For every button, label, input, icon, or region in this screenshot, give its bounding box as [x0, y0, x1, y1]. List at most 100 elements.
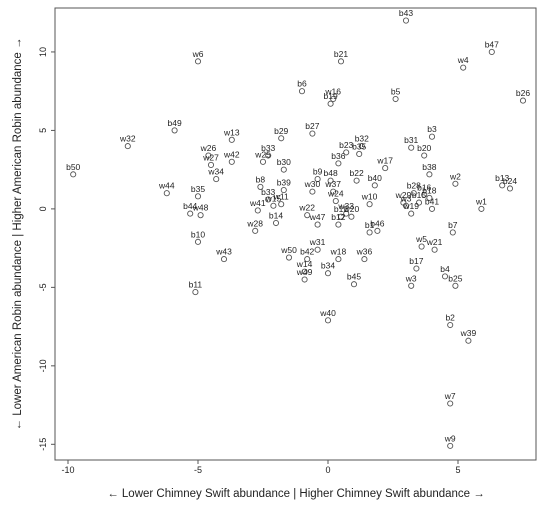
data-point [314, 246, 321, 253]
data-point [265, 196, 272, 203]
data-point [280, 166, 287, 173]
data-point [335, 221, 342, 228]
data-point-label: b28 [407, 181, 421, 191]
data-point-label: b25 [448, 273, 462, 283]
data-point [254, 207, 261, 214]
data-point-label: w27 [202, 152, 219, 162]
data-point [324, 270, 332, 277]
data-point-label: b10 [191, 229, 205, 239]
data-point-label: w15 [265, 193, 282, 203]
data-point-label: b34 [321, 261, 335, 271]
data-point [449, 229, 456, 236]
data-point [314, 221, 321, 228]
data-point-label: b3 [427, 124, 437, 134]
data-point-label: b14 [269, 211, 283, 221]
data-point-label: b48 [324, 168, 338, 178]
data-point [192, 289, 199, 296]
data-point [408, 144, 415, 151]
data-point-label: w40 [319, 308, 336, 318]
data-point [350, 281, 358, 288]
x-axis-title: ← Lower Chimney Swift abundance | Higher… [107, 488, 485, 500]
data-point-label: b42 [300, 247, 314, 257]
data-point [428, 133, 436, 140]
data-point [335, 160, 342, 167]
x-tick-label: -5 [194, 465, 202, 475]
data-point-label: w11 [273, 192, 289, 202]
y-axis-title: ← Lower American Robin abundance | Highe… [12, 38, 24, 431]
data-point [194, 238, 202, 245]
data-point-label: b41 [425, 196, 439, 206]
data-point [270, 202, 277, 209]
data-point-label: b6 [297, 79, 307, 89]
data-point [415, 199, 423, 206]
data-point-label: w6 [192, 49, 204, 59]
data-point [330, 95, 337, 103]
data-point [441, 273, 449, 280]
data-point-label: b20 [417, 143, 431, 153]
data-point-label: w37 [324, 179, 341, 189]
data-point [478, 205, 485, 212]
data-point [426, 171, 433, 178]
data-point [220, 256, 228, 263]
data-point [285, 254, 293, 261]
data-point-label: w24 [327, 189, 344, 199]
data-point-label: b17 [409, 256, 423, 266]
data-point [301, 268, 308, 275]
data-point-label: b29 [274, 126, 288, 136]
y-tick-label: -10 [38, 359, 48, 372]
data-point [361, 256, 368, 263]
data-point-label: w19 [402, 201, 419, 211]
data-point-label: w2 [449, 171, 461, 181]
data-point [392, 95, 399, 103]
axis-ticks: -10 -5 0 5 -15 -10 -5 0 5 10 [38, 47, 461, 475]
data-point-label: w4 [457, 55, 469, 65]
data-point-label: w26 [200, 143, 217, 153]
data-point-label: b16 [417, 182, 431, 192]
y-tick-label: 0 [38, 206, 48, 211]
data-point-label: b46 [370, 218, 384, 228]
data-point-label: w29 [395, 190, 412, 200]
data-point-label: b33 [261, 187, 275, 197]
data-point-label: b31 [404, 135, 418, 145]
data-point-label: w17 [376, 156, 393, 166]
data-point [460, 64, 467, 71]
data-point [452, 282, 459, 289]
data-point [452, 180, 459, 187]
data-point [194, 58, 202, 65]
data-point [278, 201, 285, 208]
data-point-label: w7 [444, 391, 456, 401]
data-point-label: w34 [207, 167, 224, 177]
data-point [272, 219, 280, 227]
data-point [330, 188, 337, 195]
data-point [301, 276, 308, 283]
data-point-label: b26 [516, 88, 530, 98]
data-point [332, 197, 339, 205]
data-point [402, 202, 410, 209]
data-point [335, 256, 342, 263]
plot-frame [54, 7, 537, 461]
data-point-label: b47 [485, 39, 499, 49]
data-point [70, 171, 77, 178]
data-point [506, 185, 514, 192]
data-point-label: w25 [254, 149, 271, 159]
data-point [278, 135, 285, 142]
data-point [337, 58, 345, 65]
data-point-label: b12 [334, 204, 348, 214]
data-point [327, 100, 334, 107]
data-point [343, 149, 350, 156]
data-point [402, 17, 410, 24]
data-point [228, 158, 235, 165]
data-point [358, 143, 365, 150]
data-point [366, 229, 373, 236]
data-point-label: w14 [296, 259, 313, 269]
data-point-label: b43 [399, 8, 413, 18]
data-point [194, 193, 202, 200]
data-point [309, 130, 316, 137]
data-point [309, 188, 316, 195]
data-point [382, 165, 389, 172]
data-point [337, 213, 345, 220]
data-point-label: b8 [256, 174, 266, 184]
data-point-label: w3 [400, 193, 412, 203]
data-point-label: b45 [347, 272, 361, 282]
